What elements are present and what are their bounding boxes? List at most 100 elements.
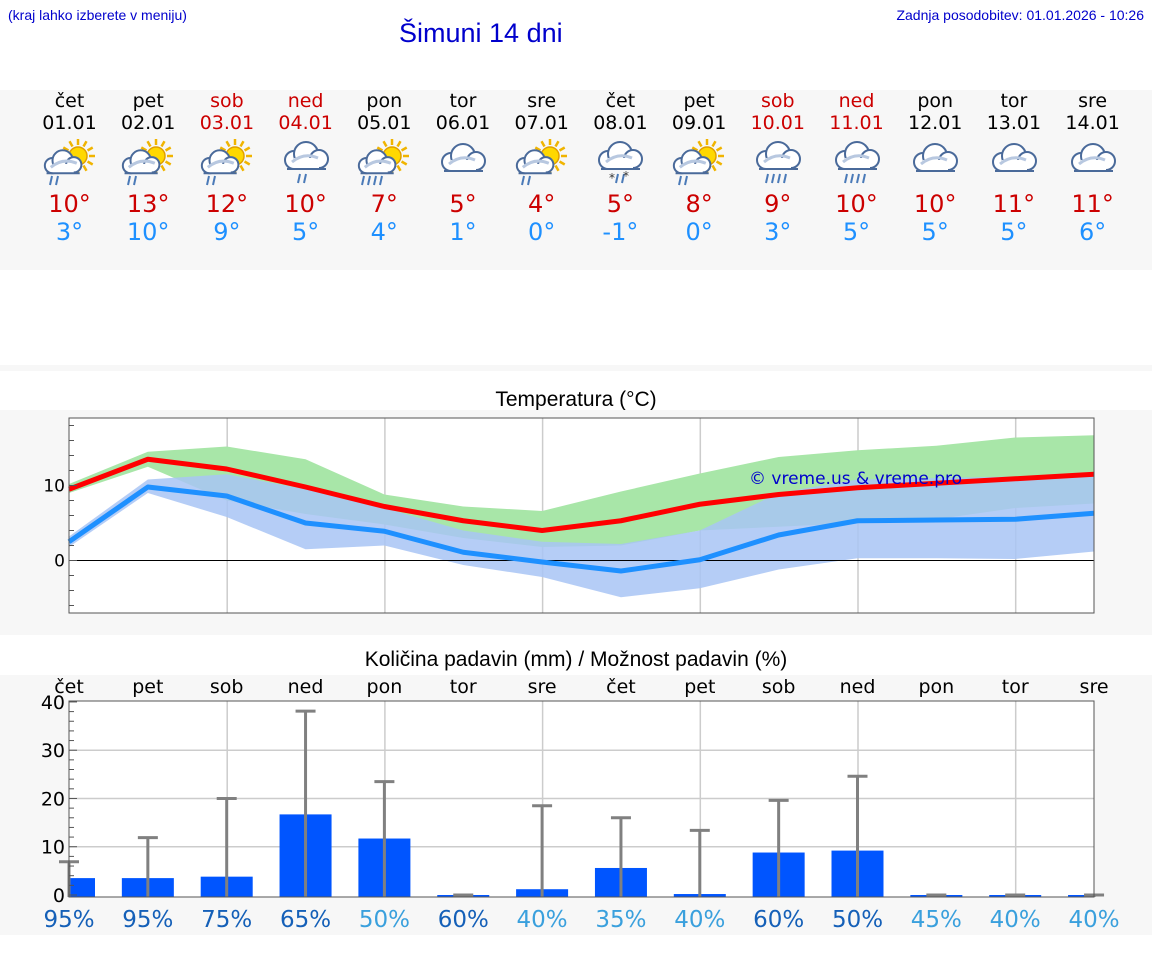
- y-tick-label: 0: [54, 552, 65, 572]
- precipitation-chart-title: Količina padavin (mm) / Možnost padavin …: [364, 648, 788, 671]
- day-weekday: pet: [683, 90, 715, 112]
- day-weekday: čet: [54, 90, 85, 112]
- day-date: 11.01: [829, 112, 884, 134]
- precip-probability: 60%: [753, 907, 804, 933]
- x-category-label: ned: [288, 676, 324, 698]
- day-column: sre 07.01 4° 0°: [502, 90, 581, 246]
- day-date: 06.01: [435, 112, 491, 134]
- y-tick-label: 10: [41, 837, 65, 859]
- cloud-icon: [991, 143, 1037, 172]
- day-date: 12.01: [907, 112, 963, 134]
- x-category-label: sob: [762, 676, 796, 698]
- location-hint: (kraj lahko izberete v meniju): [8, 7, 187, 23]
- precip-probability: 40%: [990, 907, 1041, 933]
- day-max-temp: 10°: [48, 190, 91, 218]
- x-category-label: pet: [132, 676, 163, 698]
- cloud-icon: [913, 143, 959, 172]
- day-weekday: pet: [132, 90, 164, 112]
- cloud-icon: [441, 143, 486, 172]
- page-title: Šimuni 14 dni: [399, 18, 563, 48]
- day-max-temp: 7°: [370, 190, 398, 218]
- day-weekday: pon: [917, 90, 954, 112]
- day-column: tor 13.01 11° 5°: [974, 90, 1053, 246]
- day-column: pon 05.01 7° 4°: [345, 90, 424, 246]
- x-category-label: pon: [367, 676, 403, 698]
- day-date: 03.01: [199, 112, 255, 134]
- day-max-temp: 10°: [913, 190, 957, 218]
- day-date: 09.01: [671, 112, 727, 134]
- svg-text:*: *: [609, 171, 615, 185]
- day-weekday: tor: [449, 90, 477, 112]
- day-column: ned 11.01 10° 5°: [817, 90, 896, 246]
- svg-text:*: *: [623, 169, 629, 183]
- precip-probability: 45%: [911, 907, 962, 933]
- min-temp-range-band: [69, 474, 1095, 598]
- day-date: 08.01: [593, 112, 648, 134]
- x-category-label: pet: [684, 676, 715, 698]
- day-min-temp: 9°: [213, 218, 241, 246]
- watermark: © vreme.us & vreme.pro: [749, 469, 962, 489]
- day-max-temp: 10°: [284, 190, 327, 218]
- day-max-temp: 4°: [528, 190, 556, 218]
- day-column: sob 03.01 12° 9°: [187, 90, 266, 246]
- x-category-label: tor: [1002, 676, 1029, 698]
- day-min-temp: 6°: [1078, 218, 1107, 246]
- x-category-label: sre: [1080, 676, 1109, 698]
- x-category-label: sob: [210, 676, 244, 698]
- sun-cloud-heavy-rain-icon: [358, 139, 410, 186]
- day-date: 01.01: [42, 112, 97, 134]
- day-column: čet 08.01 * * 5° -1°: [581, 90, 660, 246]
- precip-probability: 95%: [122, 907, 173, 933]
- y-tick-label: 40: [41, 692, 65, 714]
- precip-probability: 95%: [43, 907, 94, 933]
- y-tick-label: 20: [41, 788, 65, 810]
- day-min-temp: 0°: [528, 218, 556, 246]
- cloud-rain-icon: [283, 141, 329, 184]
- day-weekday: sob: [761, 90, 795, 112]
- day-date: 07.01: [514, 112, 569, 134]
- day-column: pet 09.01 8° 0°: [660, 90, 739, 246]
- y-tick-label: 30: [41, 740, 65, 762]
- precip-probability: 35%: [595, 907, 646, 933]
- precipitation-chart: čet pet sob ned pon tor sre čet pet sob ned pon tor s…: [41, 676, 1120, 933]
- x-category-label: sre: [528, 676, 557, 698]
- day-column: tor 06.01 5° 1°: [424, 90, 503, 246]
- day-date: 04.01: [278, 112, 333, 134]
- day-min-temp: 3°: [764, 218, 792, 246]
- y-tick-label: 10: [43, 477, 65, 497]
- day-min-temp: 1°: [449, 218, 477, 246]
- plot-frame: [68, 700, 1095, 898]
- day-max-temp: 13°: [126, 190, 170, 218]
- day-date: 10.01: [750, 112, 805, 134]
- day-max-temp: 10°: [835, 190, 878, 218]
- last-updated: Zadnja posodobitev: 01.01.2026 - 10:26: [896, 7, 1144, 23]
- precip-probability: 40%: [1068, 907, 1119, 933]
- day-max-temp: 5°: [449, 190, 477, 218]
- y-tick-label: 0: [53, 885, 65, 907]
- precip-probability: 50%: [359, 907, 410, 933]
- cloud-sleet-icon: * *: [598, 141, 644, 185]
- precip-probability: 40%: [674, 907, 725, 933]
- x-category-label: tor: [450, 676, 477, 698]
- temperature-chart: 0 10 © vreme.us & vreme.pro: [43, 417, 1095, 614]
- day-max-temp: 11°: [992, 190, 1036, 218]
- day-min-temp: 5°: [291, 218, 320, 246]
- day-max-temp: 12°: [205, 190, 249, 218]
- min-temp-line: [67, 484, 1095, 574]
- day-column: sob 10.01 9° 3°: [738, 90, 817, 246]
- x-category-label: čet: [54, 676, 84, 698]
- day-date: 14.01: [1065, 112, 1120, 134]
- day-max-temp: 9°: [764, 190, 792, 218]
- day-column: čet 01.01 10° 3°: [30, 90, 109, 246]
- day-weekday: sre: [1078, 90, 1108, 112]
- day-weekday: čet: [605, 90, 636, 112]
- precip-probability: 65%: [280, 907, 331, 933]
- day-weekday: ned: [838, 90, 875, 112]
- day-column: pon 12.01 10° 5°: [896, 90, 975, 246]
- sun-cloud-rain-icon: [43, 139, 95, 186]
- day-date: 05.01: [357, 112, 412, 134]
- day-min-temp: 3°: [55, 218, 84, 246]
- sun-cloud-rain-icon: [122, 139, 174, 186]
- max-temp-line: [68, 456, 1095, 533]
- day-column: sre 14.01 11° 6°: [1053, 90, 1132, 246]
